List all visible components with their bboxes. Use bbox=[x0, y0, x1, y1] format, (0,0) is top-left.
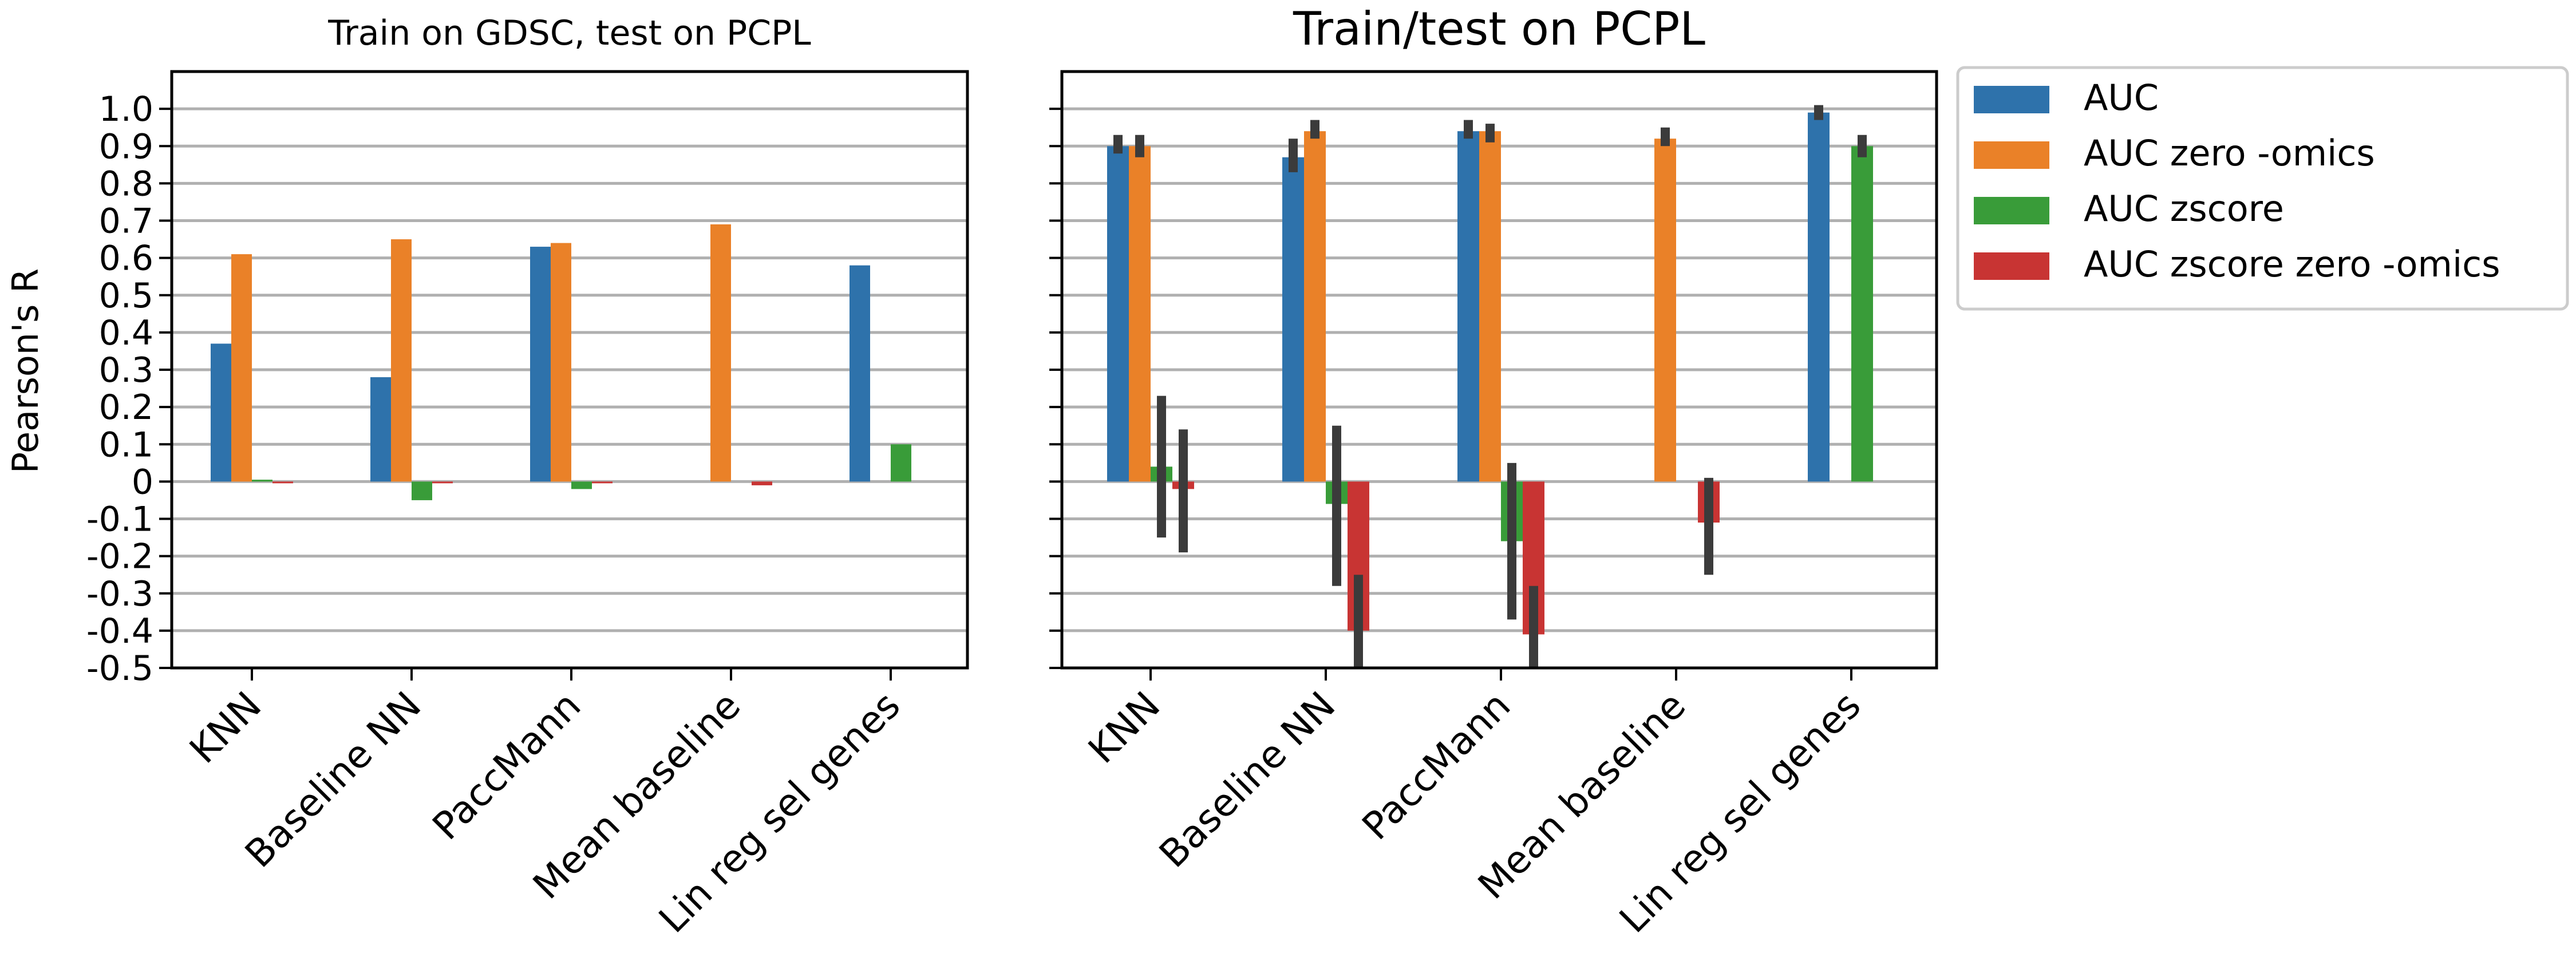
panel1-y-axis: -0.5-0.4-0.3-0.2-0.100.10.20.30.40.50.60… bbox=[86, 89, 172, 689]
bar bbox=[551, 243, 571, 482]
bar bbox=[1479, 131, 1501, 482]
bar bbox=[1851, 146, 1873, 482]
bar bbox=[391, 239, 412, 482]
panel1-bars bbox=[211, 224, 911, 500]
panel1-title: Train on GDSC, test on PCPL bbox=[327, 13, 811, 53]
legend-swatch bbox=[1974, 86, 2049, 113]
x-tick-label: Baseline NN bbox=[1151, 683, 1344, 876]
bar bbox=[1457, 131, 1479, 482]
legend-frame bbox=[1956, 66, 2569, 311]
y-tick-label: 0.9 bbox=[99, 126, 153, 167]
panel2-frame bbox=[1060, 70, 1938, 670]
panel1-frame bbox=[170, 70, 969, 670]
panel2-y-axis bbox=[1049, 108, 1062, 669]
y-tick-label: -0.3 bbox=[86, 574, 153, 614]
panel2-error-bars bbox=[1113, 105, 1867, 668]
x-tick-label: KNN bbox=[181, 683, 270, 772]
y-tick-label: 0 bbox=[132, 462, 153, 502]
bar bbox=[571, 481, 592, 489]
bar bbox=[1304, 131, 1326, 482]
y-tick-label: 0.2 bbox=[99, 387, 153, 428]
bar bbox=[1282, 157, 1304, 482]
legend-label: AUC zscore bbox=[2084, 188, 2284, 230]
y-tick-label: -0.5 bbox=[86, 648, 153, 689]
y-tick-label: 0.4 bbox=[99, 313, 153, 353]
y-axis-label: Pearson's R bbox=[5, 268, 46, 473]
bar bbox=[1107, 146, 1129, 482]
bar bbox=[370, 377, 391, 482]
legend-label: AUC bbox=[2084, 77, 2159, 118]
legend-swatch bbox=[1974, 141, 2049, 169]
bar bbox=[272, 481, 293, 484]
bar bbox=[231, 254, 252, 482]
x-tick-label: PaccMann bbox=[1354, 683, 1519, 848]
panel2-title: Train/test on PCPL bbox=[1293, 2, 1705, 56]
y-tick-label: 0.3 bbox=[99, 350, 153, 390]
bar bbox=[211, 343, 231, 482]
y-tick-label: 0.8 bbox=[99, 164, 153, 204]
y-tick-label: -0.4 bbox=[86, 611, 153, 651]
bar bbox=[1808, 112, 1830, 482]
y-tick-label: -0.1 bbox=[86, 500, 153, 540]
bar bbox=[592, 481, 613, 484]
x-tick-label: PaccMann bbox=[424, 683, 589, 848]
bar bbox=[752, 481, 772, 485]
bar bbox=[1129, 146, 1151, 482]
bar bbox=[850, 265, 870, 482]
bar bbox=[710, 224, 731, 482]
legend-label: AUC zero -omics bbox=[2084, 132, 2375, 174]
x-tick-label: KNN bbox=[1080, 683, 1168, 772]
bar bbox=[891, 444, 911, 482]
y-tick-label: 0.7 bbox=[99, 201, 153, 242]
y-tick-label: 0.1 bbox=[99, 425, 153, 465]
bar bbox=[252, 480, 272, 482]
bar bbox=[432, 481, 453, 484]
y-tick-label: 1.0 bbox=[99, 89, 153, 129]
legend: AUC AUC zero -omics AUC zscore AUC zscore z… bbox=[1956, 66, 2569, 311]
bar bbox=[412, 481, 432, 500]
legend-swatch bbox=[1974, 197, 2049, 224]
panel2-bars bbox=[1107, 112, 1873, 635]
legend-swatch bbox=[1974, 252, 2049, 280]
y-tick-label: -0.2 bbox=[86, 537, 153, 577]
panel-gdsc-to-pcpl: -0.5-0.4-0.3-0.2-0.100.10.20.30.40.50.60… bbox=[5, 13, 969, 942]
bar bbox=[1654, 139, 1676, 482]
y-tick-label: 0.6 bbox=[99, 239, 153, 279]
legend-label: AUC zscore zero -omics bbox=[2084, 243, 2500, 285]
bar bbox=[530, 247, 551, 482]
y-tick-label: 0.5 bbox=[99, 276, 153, 316]
legend-items: AUC AUC zero -omics AUC zscore AUC zscore z… bbox=[1974, 77, 2500, 285]
